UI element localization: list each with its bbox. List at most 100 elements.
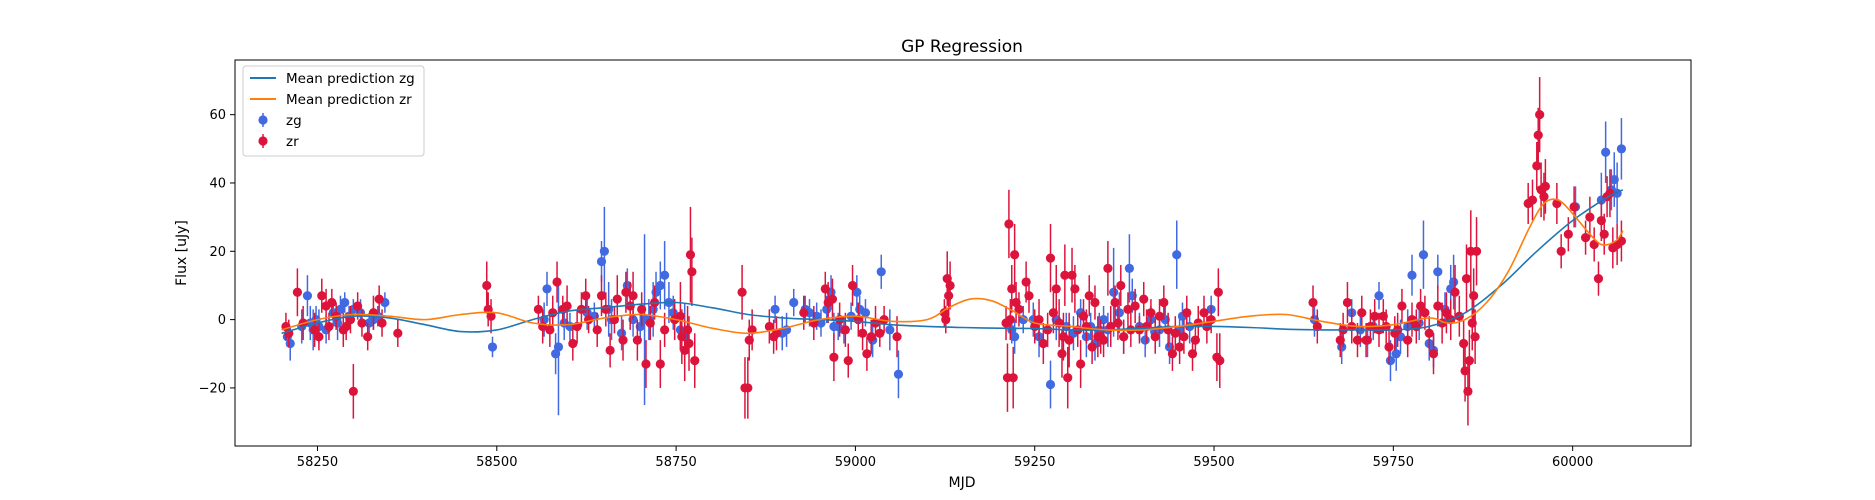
zr-point [1581, 233, 1590, 242]
zr-point [945, 281, 954, 290]
zr-point [618, 336, 627, 345]
zr-point [1175, 342, 1184, 351]
zr-point [482, 281, 491, 290]
x-tick-label: 60000 [1552, 455, 1593, 470]
zr-point [1039, 339, 1048, 348]
zg-point [1617, 144, 1626, 153]
zr-point [1594, 274, 1603, 283]
zr-point [1171, 329, 1180, 338]
zr-point [317, 291, 326, 300]
zr-point [1541, 182, 1550, 191]
zr-point [1052, 284, 1061, 293]
zg-point [1141, 336, 1150, 345]
zr-point [844, 356, 853, 365]
zr-point [1600, 230, 1609, 239]
zg-point [554, 342, 563, 351]
legend-label-mean-zg: Mean prediction zg [286, 71, 415, 87]
zg-point [1172, 250, 1181, 259]
zg-point [894, 370, 903, 379]
zr-point [1065, 336, 1074, 345]
zr-point [867, 332, 876, 341]
zr-point [1353, 336, 1362, 345]
y-axis-label: Flux [uJy] [174, 220, 190, 286]
zr-point [1215, 356, 1224, 365]
legend-swatch-zg [258, 115, 267, 124]
zg-point [770, 305, 779, 314]
zg-point [877, 267, 886, 276]
zg-point [542, 284, 551, 293]
zr-point [1103, 264, 1112, 273]
zr-point [686, 250, 695, 259]
zg-point [1109, 288, 1118, 297]
zr-point [377, 318, 386, 327]
zr-point [858, 329, 867, 338]
zr-point [1159, 298, 1168, 307]
y-tick-label: 40 [209, 176, 226, 191]
y-tick-label: 60 [209, 108, 226, 123]
zg-point [1419, 250, 1428, 259]
zr-point [1168, 349, 1177, 358]
zr-point [1155, 312, 1164, 321]
zg-point [1046, 380, 1055, 389]
zr-point [683, 325, 692, 334]
zg-point [656, 281, 665, 290]
zr-point [690, 356, 699, 365]
zg-point [1392, 349, 1401, 358]
zr-point [1188, 349, 1197, 358]
zr-point [633, 336, 642, 345]
zr-point [1099, 336, 1108, 345]
zr-point [1049, 308, 1058, 317]
zg-point [1407, 271, 1416, 280]
zr-point [1361, 336, 1370, 345]
zr-point [1472, 247, 1481, 256]
zr-point [892, 332, 901, 341]
zr-point [562, 301, 571, 310]
zr-point [593, 325, 602, 334]
zr-point [1459, 339, 1468, 348]
zr-point [745, 336, 754, 345]
zr-point [1528, 195, 1537, 204]
zr-point [1539, 192, 1548, 201]
zr-point [1009, 373, 1018, 382]
zr-point [1113, 318, 1122, 327]
zr-point [1110, 298, 1119, 307]
zr-point [1007, 284, 1016, 293]
zr-point [606, 346, 615, 355]
zr-point [353, 301, 362, 310]
zr-point [375, 295, 384, 304]
zr-point [293, 288, 302, 297]
zg-point [1610, 175, 1619, 184]
zr-point [324, 322, 333, 331]
zr-point [875, 329, 884, 338]
zr-point [743, 383, 752, 392]
zr-point [1384, 342, 1393, 351]
zr-point [552, 277, 561, 286]
zr-point [646, 318, 655, 327]
zr-point [1420, 308, 1429, 317]
zr-point [1131, 301, 1140, 310]
legend: Mean prediction zg Mean prediction zr zg… [243, 66, 424, 156]
zr-point [1088, 342, 1097, 351]
x-tick-label: 58500 [476, 455, 517, 470]
zr-point [1004, 219, 1013, 228]
zr-point [1116, 281, 1125, 290]
zg-point [1449, 277, 1458, 286]
zr-point [327, 298, 336, 307]
zg-point [286, 339, 295, 348]
zr-point [1429, 349, 1438, 358]
zg-point [1010, 332, 1019, 341]
zr-point [1119, 332, 1128, 341]
zr-point [628, 291, 637, 300]
zr-point [1585, 213, 1594, 222]
legend-label-zg: zg [286, 113, 302, 129]
zr-point [393, 329, 402, 338]
legend-label-mean-zr: Mean prediction zr [286, 92, 412, 108]
zg-point [340, 298, 349, 307]
zr-point [1024, 291, 1033, 300]
zr-point [1067, 271, 1076, 280]
x-tick-label: 58250 [297, 455, 338, 470]
zr-point [799, 308, 808, 317]
zr-point [1146, 308, 1155, 317]
y-tick-label: −20 [199, 381, 226, 396]
